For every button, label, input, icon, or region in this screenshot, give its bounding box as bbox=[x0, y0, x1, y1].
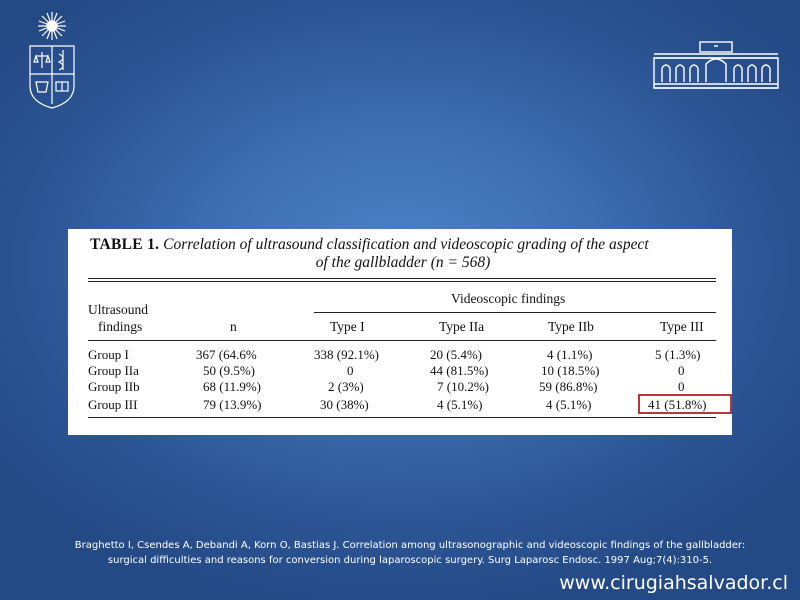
row2-group: Group IIa bbox=[88, 363, 139, 378]
row3-type3: 0 bbox=[678, 379, 685, 394]
rule-top bbox=[88, 278, 716, 279]
row3-type2a: 7 (10.2%) bbox=[437, 379, 489, 394]
row4-type1: 30 (38%) bbox=[320, 397, 369, 412]
citation-text: Braghetto I, Csendes A, Debandi A, Korn … bbox=[74, 540, 746, 566]
header-n: n bbox=[230, 319, 237, 334]
header-type-1: Type I bbox=[330, 319, 365, 334]
rule-top-double bbox=[88, 281, 716, 282]
row1-type2b: 4 (1.1%) bbox=[547, 347, 593, 362]
header-videoscopic: Videoscopic findings bbox=[451, 291, 566, 306]
table-caption-line1: Correlation of ultrasound classification… bbox=[163, 236, 649, 253]
rule-bottom bbox=[88, 417, 716, 418]
table-caption-line2: of the gallbladder (n = 568) bbox=[315, 254, 491, 271]
highlight-box bbox=[638, 394, 732, 414]
row3-group: Group IIb bbox=[88, 379, 140, 394]
row3-n: 68 (11.9%) bbox=[203, 379, 262, 394]
row1-group: Group I bbox=[88, 347, 129, 362]
header-type-2b: Type IIb bbox=[548, 319, 594, 334]
row3-type1: 2 (3%) bbox=[328, 379, 364, 394]
header-findings: findings bbox=[98, 319, 143, 334]
row2-type2a: 44 (81.5%) bbox=[430, 363, 489, 378]
row4-type2b: 4 (5.1%) bbox=[546, 397, 592, 412]
website-url[interactable]: www.cirugiahsalvador.cl bbox=[559, 572, 788, 594]
header-ultrasound: Ultrasound bbox=[88, 302, 148, 317]
row1-type2a: 20 (5.4%) bbox=[430, 347, 482, 362]
row1-type1: 338 (92.1%) bbox=[314, 347, 379, 362]
row3-type2b: 59 (86.8%) bbox=[539, 379, 598, 394]
header-type-2a: Type IIa bbox=[439, 319, 485, 334]
hospital-building-icon bbox=[653, 41, 779, 89]
row2-type2b: 10 (18.5%) bbox=[541, 363, 600, 378]
row4-type3: 41 (51.8%) bbox=[648, 397, 707, 412]
header-type-3: Type III bbox=[660, 319, 704, 334]
row2-type1: 0 bbox=[347, 363, 354, 378]
table-number: TABLE 1. bbox=[90, 236, 160, 253]
row1-type3: 5 (1.3%) bbox=[655, 347, 701, 362]
row2-n: 50 (9.5%) bbox=[203, 363, 255, 378]
university-crest-icon bbox=[29, 12, 75, 109]
row4-n: 79 (13.9%) bbox=[203, 397, 262, 412]
row1-n: 367 (64.6% bbox=[196, 347, 257, 362]
row2-type3: 0 bbox=[678, 363, 685, 378]
table-panel: TABLE 1. Correlation of ultrasound class… bbox=[68, 229, 732, 435]
row4-group: Group III bbox=[88, 397, 138, 412]
rule-videoscopic bbox=[314, 312, 716, 313]
table-title: TABLE 1. Correlation of ultrasound class… bbox=[90, 236, 716, 272]
rule-header bbox=[88, 340, 716, 341]
row4-type2a: 4 (5.1%) bbox=[437, 397, 483, 412]
